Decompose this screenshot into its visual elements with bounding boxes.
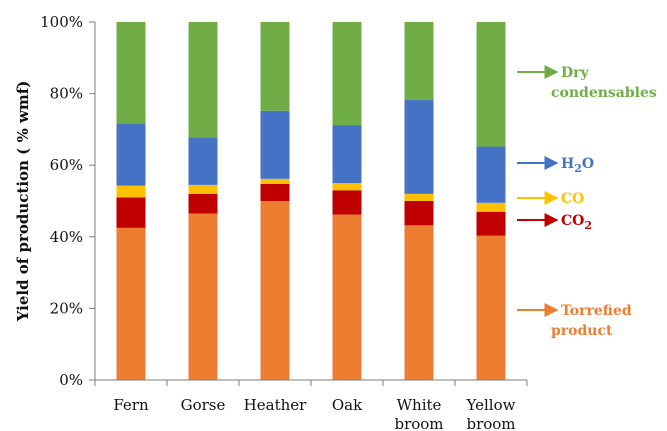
bar-segment xyxy=(476,202,506,212)
bar-segment xyxy=(188,22,218,138)
x-category-label: Heather xyxy=(244,396,307,414)
bar-segment xyxy=(476,146,506,203)
bar-segment xyxy=(260,110,290,179)
bar-segment xyxy=(476,211,506,236)
legend-label: CO2 xyxy=(561,213,592,232)
bar-segment xyxy=(476,22,506,147)
bar-segment xyxy=(188,184,218,194)
bar-segment xyxy=(404,100,434,194)
bar-segment xyxy=(260,201,290,380)
x-category-label: Gorse xyxy=(181,396,226,414)
bar-segment xyxy=(188,213,218,380)
x-category-label: Yellow broom xyxy=(466,396,516,431)
bar-segment xyxy=(116,124,146,186)
legend-label: Torrefied product xyxy=(551,303,632,339)
legend: Dry condensables H2O CO CO2 Torrefied product xyxy=(517,65,657,339)
x-category-label: Oak xyxy=(332,396,363,414)
x-axis-category-labels: Fern Gorse Heather Oak White broom Yellow broom xyxy=(113,396,515,431)
bar-segment xyxy=(260,22,290,111)
bar-segment xyxy=(260,183,290,201)
legend-label: Dry condensables xyxy=(551,65,657,101)
bar-segment xyxy=(116,227,146,380)
bar-segment xyxy=(332,183,362,191)
bar-segment xyxy=(260,178,290,184)
bar-segment xyxy=(116,22,146,125)
bar-segment xyxy=(404,22,434,101)
bar-segment xyxy=(332,190,362,215)
y-tick-label: 20% xyxy=(50,299,83,317)
y-tick-label: 80% xyxy=(50,85,83,103)
bar-segment xyxy=(116,185,146,198)
legend-label: CO xyxy=(561,191,584,207)
bar-segment xyxy=(116,197,146,228)
bar-segment xyxy=(476,235,506,380)
y-tick-label: 60% xyxy=(50,156,83,174)
y-tick-label: 40% xyxy=(50,228,83,246)
x-category-label: Fern xyxy=(113,396,149,414)
bar-segment xyxy=(332,125,362,184)
y-axis-ticks: 0% 20% 40% 60% 80% 100% xyxy=(40,13,95,389)
bars xyxy=(116,22,506,380)
bar-segment xyxy=(188,137,218,185)
legend-label: H2O xyxy=(561,156,594,175)
y-tick-label: 0% xyxy=(59,371,83,389)
y-axis-label: Yield of production ( % wmf) xyxy=(14,81,32,323)
bar-segment xyxy=(332,214,362,380)
axes xyxy=(94,22,528,386)
bar-segment xyxy=(404,225,434,380)
bar-segment xyxy=(188,193,218,214)
bar-segment xyxy=(404,193,434,201)
y-tick-label: 100% xyxy=(40,13,83,31)
x-category-label: White broom xyxy=(394,396,443,431)
bar-segment xyxy=(332,22,362,126)
bar-segment xyxy=(404,201,434,226)
